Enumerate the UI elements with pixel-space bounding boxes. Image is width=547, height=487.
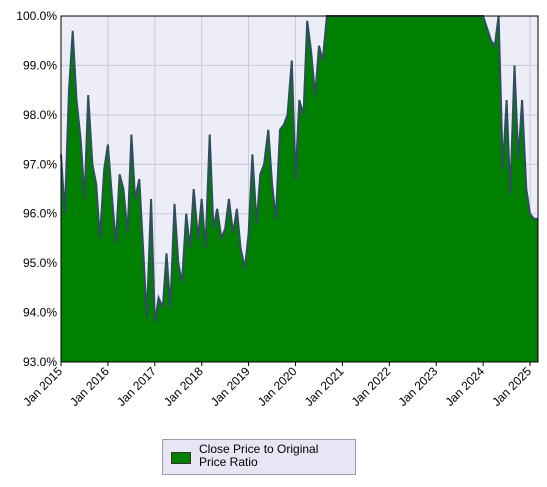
- x-tick-label: Jan 2025: [489, 364, 534, 409]
- x-tick-label: Jan 2019: [208, 364, 253, 409]
- x-tick-label: Jan 2024: [442, 364, 487, 409]
- plot-border: [60, 15, 539, 363]
- y-axis: 93.0% 94.0% 95.0% 96.0% 97.0% 98.0% 99.0% 100.0…: [16, 9, 57, 369]
- legend-label: Close Price to Original Price Ratio: [199, 442, 319, 469]
- x-tick-label: Jan 2020: [255, 364, 300, 409]
- y-tick-label: 93.0%: [23, 355, 57, 369]
- x-tick-label: Jan 2016: [67, 364, 112, 409]
- y-tick-label: 95.0%: [23, 256, 57, 270]
- y-tick-label: 98.0%: [23, 108, 57, 122]
- x-tick-label: Jan 2023: [396, 364, 441, 409]
- x-tick-label: Jan 2018: [161, 364, 206, 409]
- x-tick-label: Jan 2015: [20, 364, 65, 409]
- y-tick-label: 100.0%: [16, 9, 57, 23]
- y-tick-label: 97.0%: [23, 157, 57, 171]
- legend: Close Price to Original Price Ratio: [162, 439, 356, 475]
- x-tick-label: Jan 2021: [302, 364, 347, 409]
- y-tick-label: 96.0%: [23, 207, 57, 221]
- y-tick-label: 94.0%: [23, 306, 57, 320]
- x-tick-label: Jan 2022: [349, 364, 394, 409]
- x-axis: Jan 2015 Jan 2016 Jan 2017 Jan 2018 Jan 2019…: [20, 362, 534, 409]
- y-tick-label: 99.0%: [23, 58, 57, 72]
- x-tick-label: Jan 2017: [114, 364, 159, 409]
- legend-swatch: [171, 452, 191, 464]
